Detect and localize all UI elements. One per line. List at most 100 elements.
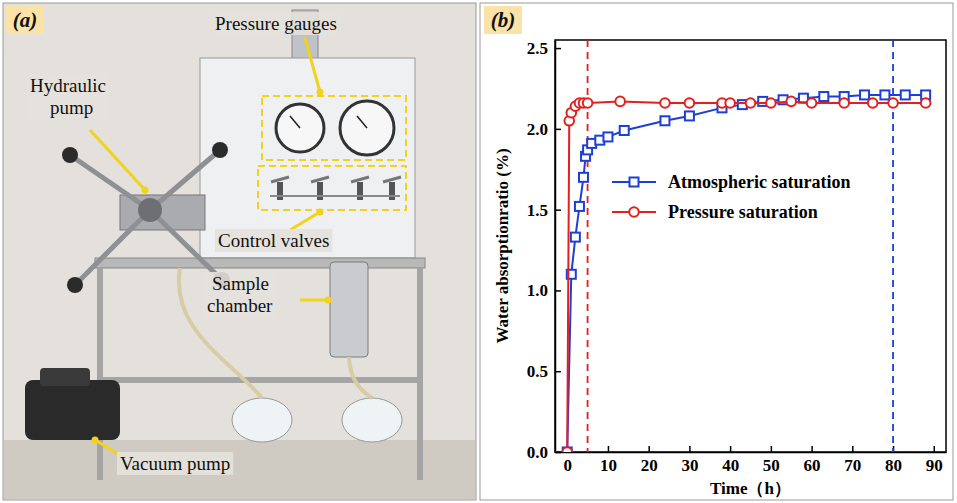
tick-label: 1.5 — [527, 201, 548, 220]
plot-area — [562, 40, 930, 452]
table-frame — [100, 377, 420, 383]
tick-mark — [852, 446, 854, 452]
data-point — [819, 92, 828, 101]
tick-label: 60 — [804, 456, 821, 475]
label-ground — [27, 74, 109, 119]
data-point — [807, 98, 817, 108]
tick-mark — [555, 209, 561, 211]
label-ground — [215, 229, 332, 252]
flask — [232, 398, 292, 442]
tick-mark — [555, 290, 561, 292]
valve-handle — [311, 177, 329, 182]
tick-mark — [934, 446, 936, 452]
tick-label: 0.0 — [527, 443, 548, 462]
valves-box — [258, 166, 406, 210]
label-arrow — [305, 38, 320, 92]
tick-label: 90 — [926, 456, 943, 475]
floor — [4, 440, 475, 499]
tick: 50 — [763, 446, 780, 475]
tick-mark — [771, 446, 773, 452]
axis-line — [556, 452, 947, 454]
tick: 0.5 — [527, 362, 561, 381]
data-point — [901, 90, 910, 99]
data-point — [603, 132, 612, 141]
valve-handle — [271, 177, 289, 182]
tick: 90 — [926, 446, 943, 475]
valve — [357, 182, 363, 200]
tick-label: 20 — [641, 456, 658, 475]
gauges-box — [262, 96, 406, 160]
figure: Pressure gaugesHydraulicpumpControl valv… — [0, 0, 957, 503]
arrow-head — [317, 89, 324, 96]
wheel-knob — [62, 147, 78, 163]
valve-handle — [351, 177, 369, 182]
data-point — [562, 447, 572, 452]
tick-label: 40 — [722, 456, 739, 475]
panel-b: (b)01020304050607080900.00.51.01.52.02.5… — [480, 3, 953, 500]
data-point — [888, 98, 898, 108]
vacuum-pump — [25, 380, 120, 440]
photo-label: Samplechamber — [207, 273, 273, 316]
legend-label: Atmospheric saturation — [668, 172, 851, 192]
tick-label: 0.5 — [527, 362, 548, 381]
flask — [342, 398, 402, 442]
pump-motor — [40, 368, 90, 386]
panel-a: Pressure gaugesHydraulicpumpControl valv… — [3, 3, 476, 500]
label-ground — [204, 272, 276, 317]
valve-handle — [383, 177, 401, 182]
tick-label: 10 — [600, 456, 617, 475]
arrow-head — [142, 187, 149, 194]
arrow-head — [317, 209, 324, 216]
x-axis: 0102030405060708090 — [556, 446, 947, 475]
plot-frame — [555, 40, 946, 452]
label-arrow — [300, 299, 328, 302]
photo-label: Pressure gauges — [215, 13, 337, 34]
tick-label: 2.5 — [527, 39, 548, 58]
valve — [389, 182, 395, 200]
tick-mark — [608, 446, 610, 452]
arrow-head — [325, 297, 332, 304]
legend-marker — [629, 207, 639, 217]
data-point — [860, 90, 869, 99]
tick-mark — [730, 446, 732, 452]
y-axis: 0.0 0.5 1.0 1.5 2.0 2.5 — [527, 39, 561, 462]
gauge — [276, 104, 324, 152]
tick-mark — [555, 452, 561, 454]
tick-label: 30 — [681, 456, 698, 475]
sample-chamber — [330, 262, 368, 357]
tick-label: 80 — [885, 456, 902, 475]
arrow-head — [92, 437, 99, 444]
tube — [349, 357, 372, 398]
data-point — [868, 98, 878, 108]
gauge-needle — [290, 116, 300, 128]
panel-b-border — [480, 3, 953, 500]
tick: 1.0 — [527, 281, 561, 300]
tick-mark — [689, 446, 691, 452]
data-point — [660, 116, 669, 125]
series-line — [567, 101, 925, 452]
panel-letter: (a) — [13, 8, 38, 32]
tick-label: 2.0 — [527, 120, 548, 139]
wheel-hub — [138, 198, 162, 222]
data-point — [921, 98, 931, 108]
tick-label: 50 — [763, 456, 780, 475]
tick-label: 70 — [844, 456, 861, 475]
label-arrow — [290, 212, 320, 230]
tick: 70 — [844, 446, 861, 475]
panel-letter-box — [484, 6, 522, 34]
data-point — [660, 98, 670, 108]
data-point — [685, 98, 695, 108]
panel-letter: (b) — [491, 8, 516, 32]
table-frame — [97, 268, 103, 480]
data-point — [615, 97, 625, 107]
gauge-needle — [357, 116, 367, 128]
data-point — [575, 202, 584, 211]
table-top — [95, 258, 425, 268]
valve — [317, 182, 323, 200]
tick: 60 — [804, 446, 821, 475]
data-point — [839, 98, 849, 108]
wheel-knob — [67, 277, 83, 293]
photo-label: Hydraulicpump — [30, 75, 106, 118]
table-frame — [417, 268, 423, 480]
data-point — [725, 98, 735, 108]
